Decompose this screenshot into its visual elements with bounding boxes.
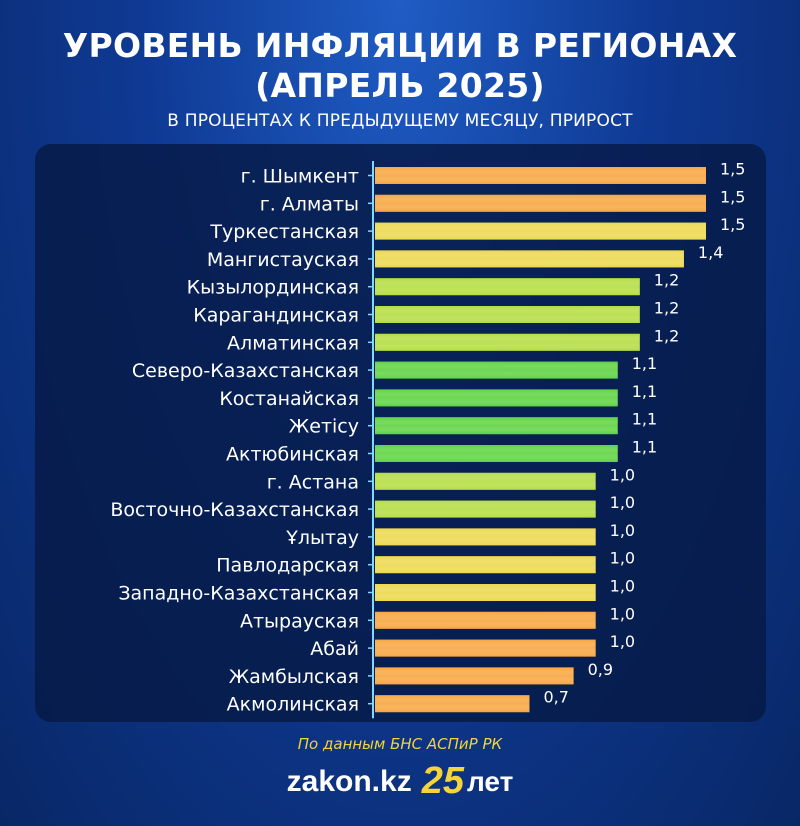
bar-sheen <box>375 417 618 435</box>
bar-sheen <box>375 472 596 490</box>
bar-sheen <box>375 556 596 574</box>
bar-sheen <box>375 250 684 268</box>
bar-chart: г. Шымкент 1,5 г. Алматы 1,5 Туркестанская 1,… <box>110 160 745 719</box>
value-label: 1,4 <box>698 243 723 262</box>
category-label: Жамбылская <box>229 666 359 688</box>
brand-logo: zakon.kz 25 лет <box>0 760 800 803</box>
category-label: Акмолинская <box>227 694 359 716</box>
brand-name: zakon.kz <box>286 764 412 798</box>
category-label: г. Шымкент <box>241 166 359 188</box>
bar-sheen <box>375 500 596 518</box>
value-label: 1,1 <box>632 410 657 429</box>
category-label: Актюбинская <box>226 444 359 466</box>
value-label: 1,5 <box>720 215 745 234</box>
category-label: Туркестанская <box>209 221 359 243</box>
value-label: 1,2 <box>654 271 679 290</box>
chart-title: УРОВЕНЬ ИНФЛЯЦИИ В РЕГИОНАХ (АПРЕЛЬ 2025… <box>0 26 800 106</box>
bar-sheen <box>375 278 640 296</box>
category-label: Павлодарская <box>216 555 359 577</box>
bar-sheen <box>375 333 640 351</box>
source-note: По данным БНС АСПиР РК <box>297 735 503 753</box>
category-label: Абай <box>310 638 359 660</box>
bar-sheen <box>375 667 574 685</box>
bar-sheen <box>375 611 596 629</box>
value-label: 1,0 <box>610 632 635 651</box>
category-label: Кызылординская <box>187 277 359 299</box>
bar-sheen <box>375 389 618 407</box>
bar-sheen <box>375 361 618 379</box>
brand-years: лет <box>466 765 514 797</box>
chart-subtitle: В ПРОЦЕНТАХ К ПРЕДЫДУЩЕМУ МЕСЯЦУ, ПРИРОС… <box>167 111 633 131</box>
value-label: 1,0 <box>610 577 635 596</box>
category-label: Костанайская <box>219 388 359 410</box>
bar-sheen <box>375 528 596 546</box>
category-label: Жетісу <box>289 416 359 438</box>
value-label: 1,2 <box>654 326 679 345</box>
bar-sheen <box>375 695 530 713</box>
value-label: 1,0 <box>610 604 635 623</box>
value-label: 1,0 <box>610 465 635 484</box>
value-label: 1,0 <box>610 549 635 568</box>
chart-panel: г. Шымкент 1,5 г. Алматы 1,5 Туркестанская 1,… <box>35 144 766 722</box>
category-label: Мангистауская <box>207 249 359 271</box>
bar-sheen <box>375 584 596 601</box>
value-label: 1,1 <box>632 438 657 457</box>
chart-title-line-1: УРОВЕНЬ ИНФЛЯЦИИ В РЕГИОНАХ <box>62 26 738 65</box>
value-label: 1,1 <box>632 354 657 373</box>
category-label: Алматинская <box>227 332 359 354</box>
value-label: 1,1 <box>632 382 657 401</box>
value-label: 1,5 <box>720 160 745 179</box>
category-label: Северо-Казахстанская <box>132 360 359 382</box>
category-label: Восточно-Казахстанская <box>110 499 359 521</box>
bar-sheen <box>375 306 640 323</box>
category-label: г. Астана <box>267 471 359 493</box>
value-label: 0,9 <box>588 660 613 679</box>
category-label: Ұлытау <box>285 527 359 549</box>
chart-title-line-2: (АПРЕЛЬ 2025) <box>255 66 545 105</box>
value-label: 1,5 <box>720 187 745 206</box>
category-label: г. Алматы <box>260 193 359 215</box>
bar-sheen <box>375 445 618 462</box>
value-label: 1,2 <box>654 299 679 318</box>
category-label: Западно-Казахстанская <box>118 583 359 605</box>
value-label: 0,7 <box>543 688 568 707</box>
category-label: Атырауская <box>240 610 359 632</box>
anniversary-badge: 25 <box>421 760 464 802</box>
bar-sheen <box>375 639 596 657</box>
bar-sheen <box>375 222 706 240</box>
bar-sheen <box>375 194 706 212</box>
value-label: 1,0 <box>610 493 635 512</box>
value-label: 1,0 <box>610 521 635 540</box>
bar-sheen <box>375 167 706 184</box>
category-label: Карагандинская <box>193 305 359 327</box>
